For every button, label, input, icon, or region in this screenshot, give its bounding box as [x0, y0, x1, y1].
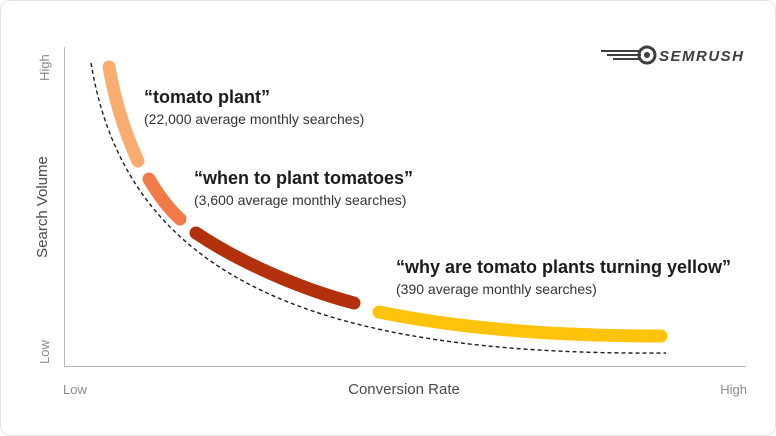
series-segment-when-to-plant-tomatoes: [142, 172, 187, 226]
dashed-reference-curve: [90, 62, 667, 354]
annotation-why-yellow-volume: (390 average monthly searches): [396, 281, 597, 297]
annotation-when-to-plant-tomatoes-volume: (3,600 average monthly searches): [194, 192, 406, 208]
annotation-tomato-plant-volume: (22,000 average monthly searches): [144, 111, 364, 127]
brand-wordmark: SEMRUSH: [659, 48, 745, 65]
annotation-why-yellow: “why are tomato plants turning yellow”: [396, 257, 731, 277]
y-tick-low: Low: [37, 340, 52, 364]
x-tick-low: Low: [63, 382, 87, 397]
series-segment-mid-tail: [189, 226, 361, 310]
x-tick-high: High: [720, 382, 747, 397]
y-tick-high: High: [37, 54, 52, 81]
series-segment-why-are-tomato-plants-turning-yellow: [372, 305, 668, 343]
annotation-tomato-plant: “tomato plant”: [144, 87, 270, 107]
x-axis-title: Conversion Rate: [348, 381, 460, 398]
y-axis-title: Search Volume: [34, 156, 51, 258]
series-segment-tomato-plant: [102, 60, 145, 168]
semrush-fireball-icon: [601, 45, 657, 65]
annotation-when-to-plant-tomatoes: “when to plant tomatoes”: [194, 168, 413, 188]
